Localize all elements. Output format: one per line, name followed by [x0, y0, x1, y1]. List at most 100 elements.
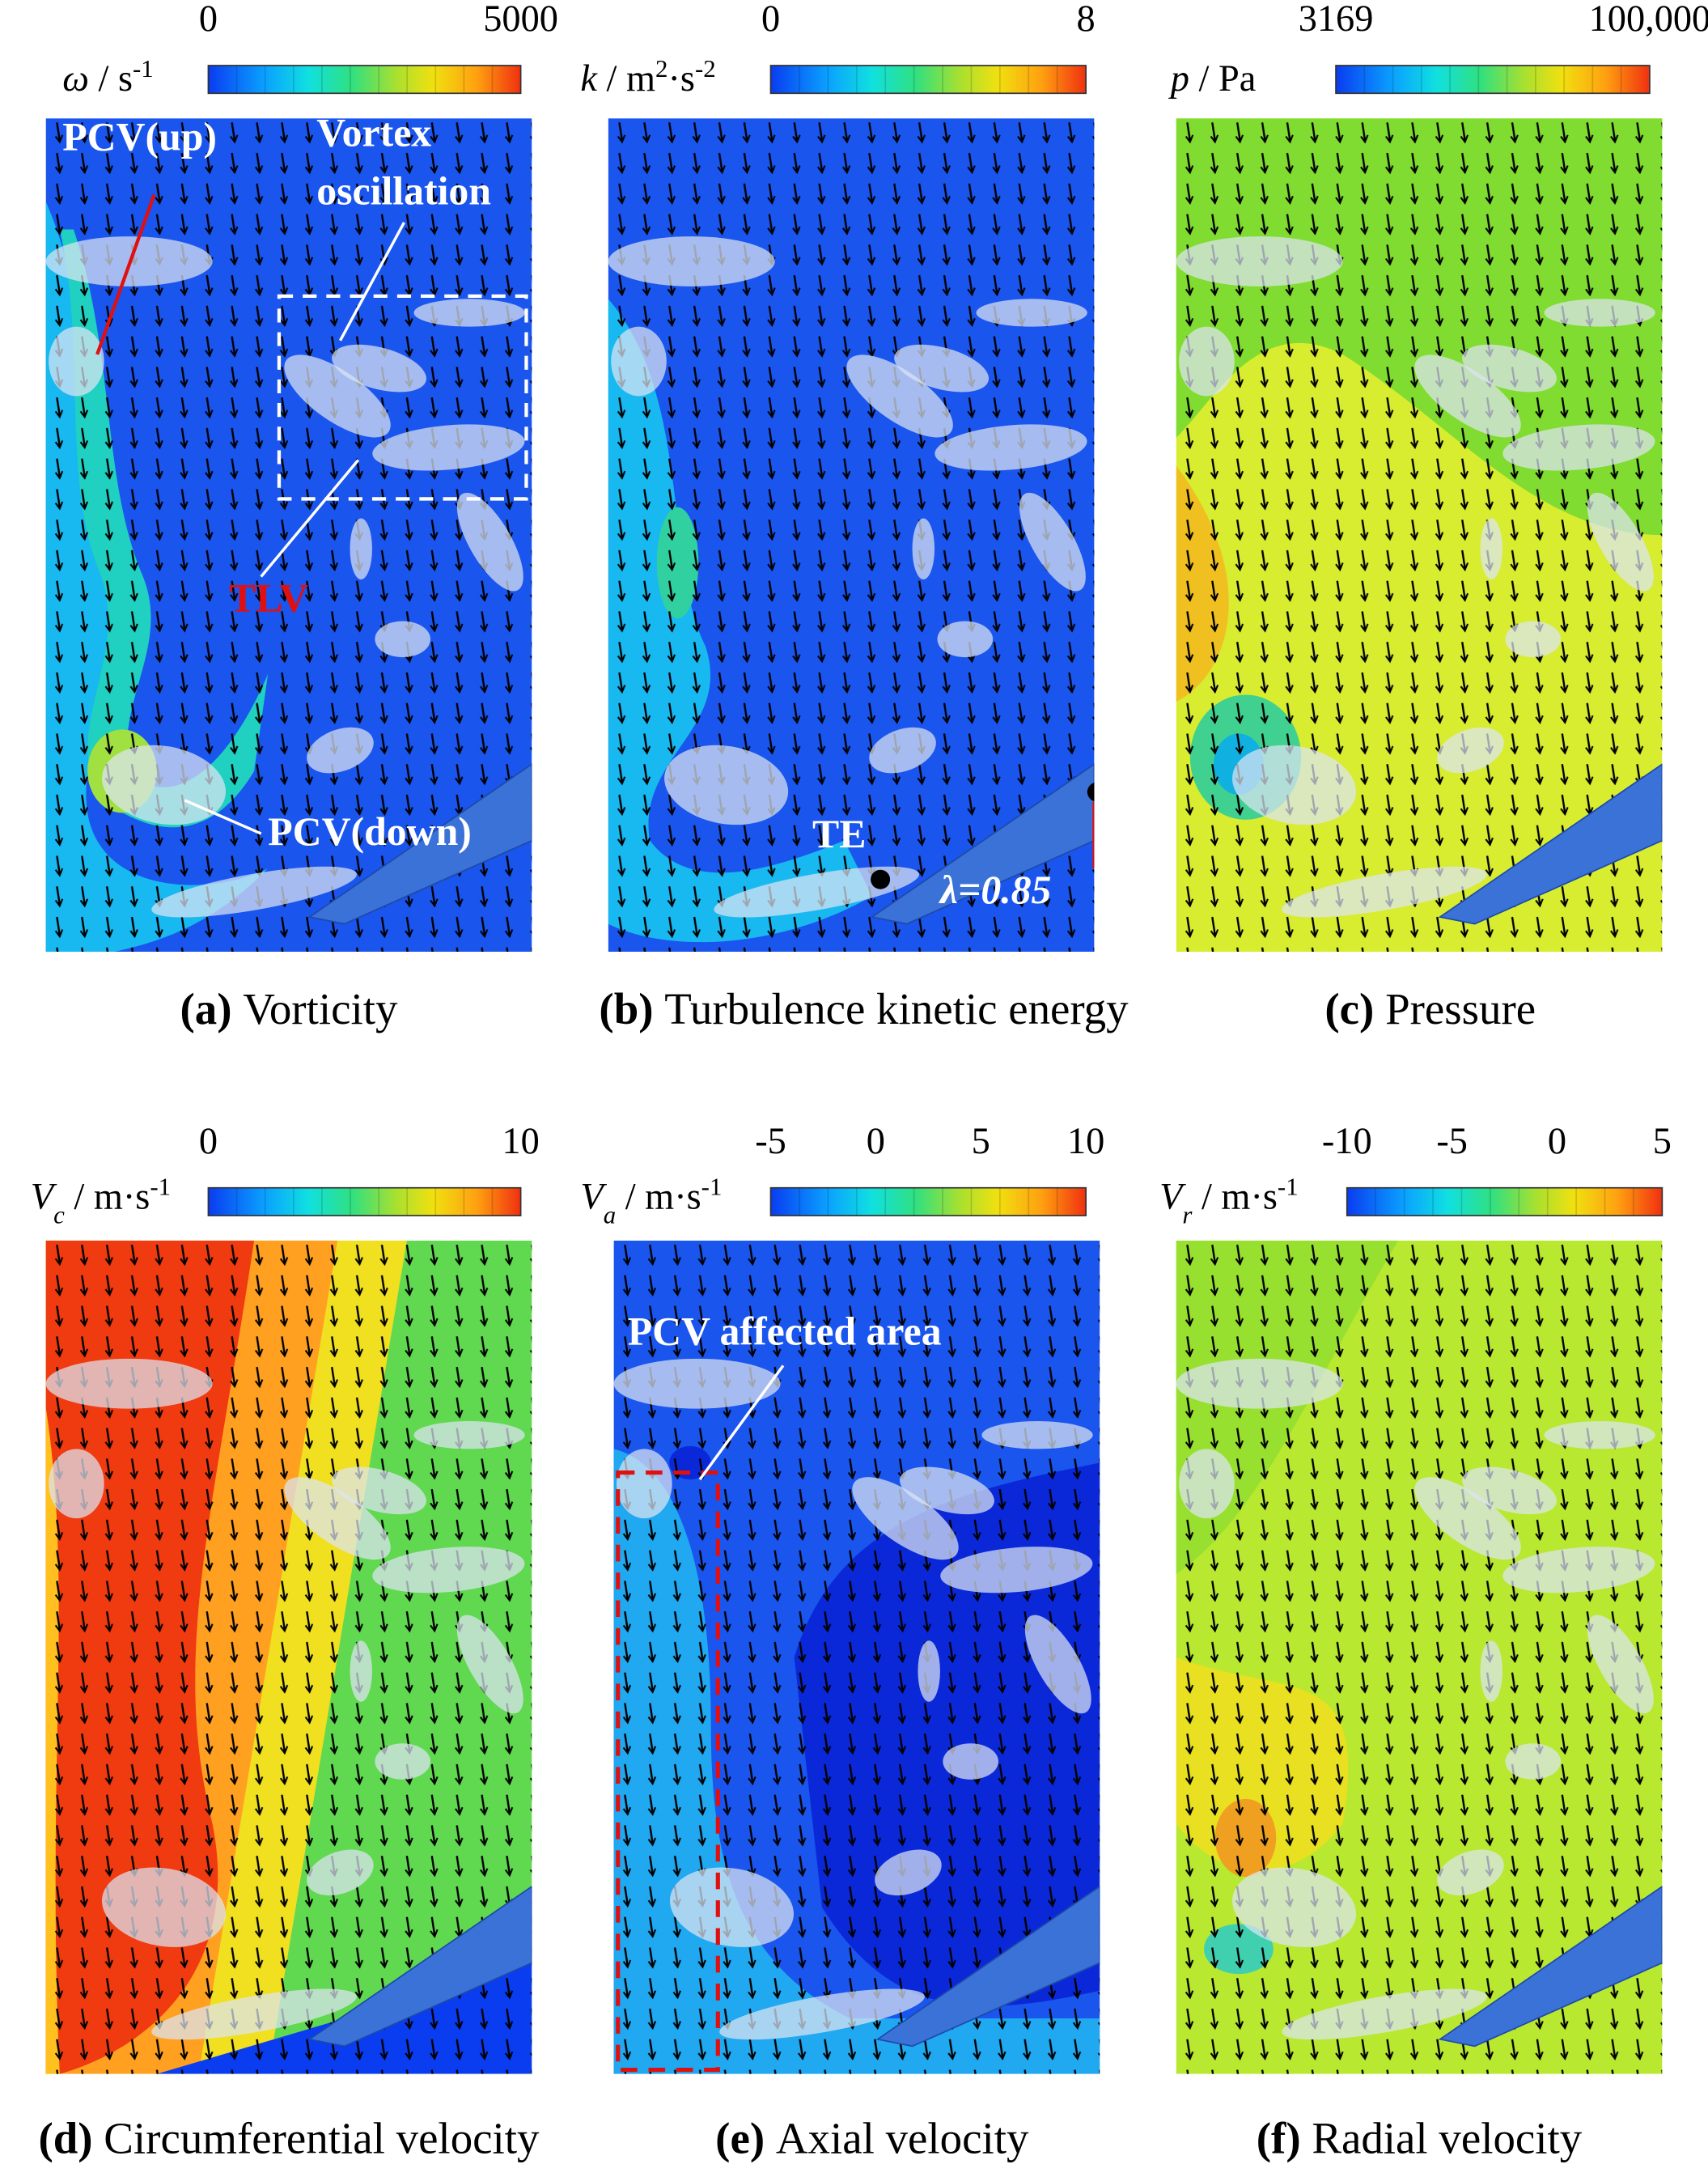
- vortex-core: [1282, 866, 1487, 918]
- colorbar-title-part: / m·s: [616, 1176, 701, 1217]
- caption-space: [1301, 2114, 1312, 2163]
- caption: (a) Vorticity: [180, 984, 398, 1033]
- vortex-core: [869, 727, 936, 774]
- caption: (f) Radial velocity: [1257, 2114, 1583, 2163]
- caption: (b) Turbulence kinetic energy: [599, 984, 1129, 1033]
- colorbar-title: p / Pa: [1168, 58, 1257, 100]
- caption-label: (a): [180, 984, 232, 1033]
- vortex-core: [1232, 745, 1357, 825]
- colorbar-tick-label: 0: [199, 0, 218, 40]
- vortex-core: [45, 1358, 213, 1409]
- vortex-core: [350, 1640, 372, 1702]
- colorbar-title-part: V: [580, 1176, 607, 1217]
- vortex-core: [1176, 1358, 1343, 1409]
- colorbar-title: Vc / m·s-1: [31, 1172, 171, 1229]
- vortex-core: [1587, 492, 1654, 592]
- colorbar: [769, 65, 1087, 95]
- annotation: Vortex: [316, 111, 431, 155]
- colorbar: [769, 1186, 1087, 1216]
- vortex-core: [1179, 326, 1235, 397]
- vortex-core: [1179, 1449, 1235, 1519]
- vortex-core: [375, 621, 431, 658]
- panel: [1176, 118, 1663, 952]
- vortex-core: [151, 866, 357, 918]
- colorbar-title-part: -1: [133, 53, 154, 82]
- colorbar-tick-label: 5: [1653, 1121, 1672, 1162]
- vortex-core: [940, 1547, 1093, 1593]
- vortex-core: [1502, 1547, 1655, 1593]
- vortex-core: [1232, 1867, 1357, 1947]
- leader: [698, 1364, 785, 1481]
- annotation: PCV(down): [268, 809, 472, 854]
- colorbar-title-part: 2: [655, 53, 668, 82]
- annotation: λ=0.85: [939, 868, 1052, 912]
- colorbar-tick-label: 100,000: [1589, 0, 1708, 40]
- colorbar-title-part: ·s: [668, 58, 694, 100]
- leader: [338, 222, 405, 342]
- vortex-core: [1414, 1477, 1521, 1560]
- vortex-core: [617, 1449, 672, 1519]
- point: [1087, 783, 1095, 802]
- vortex-core: [151, 1988, 357, 2040]
- colorbar-tick-label: 8: [1077, 0, 1096, 40]
- vortex-core: [900, 1466, 994, 1515]
- vortex-core: [943, 1743, 998, 1780]
- colorbar: [207, 65, 522, 95]
- vortex-core: [912, 518, 935, 579]
- caption: (e) Axial velocity: [715, 2114, 1029, 2163]
- caption-space: [765, 2114, 776, 2163]
- colorbar-title-part: / m·s: [1192, 1176, 1278, 1217]
- annotation: PCV affected area: [628, 1309, 942, 1354]
- colorbar-tick-label: -5: [1436, 1121, 1468, 1162]
- panel: [613, 1240, 1100, 2074]
- highlight-box: [616, 1470, 720, 2073]
- vortex-core: [1505, 1743, 1562, 1780]
- colorbar-title-part: -1: [1278, 1172, 1299, 1200]
- caption: (d) Circumferential velocity: [38, 2114, 540, 2163]
- colorbar-title-part: -1: [150, 1172, 171, 1200]
- annotation: PCV(up): [62, 115, 217, 159]
- vortex-core: [372, 424, 525, 471]
- vortex-core: [1176, 236, 1343, 286]
- vortex-core: [1024, 1615, 1091, 1714]
- colorbar-title: k / m2·s-2: [580, 53, 715, 100]
- colorbar-title-part: r: [1182, 1200, 1193, 1229]
- vortex-core: [1437, 727, 1504, 774]
- colorbar-title-part: k: [580, 58, 598, 100]
- vortex-core: [1544, 1421, 1655, 1449]
- vortex-core: [372, 1547, 525, 1593]
- panel: [45, 1240, 532, 2074]
- caption-space: [654, 984, 665, 1033]
- colorbar-title: Va / m·s-1: [580, 1172, 722, 1229]
- vortex-core: [456, 1615, 523, 1714]
- vortex-core: [981, 1421, 1093, 1449]
- colorbar-title-part: p: [1168, 58, 1189, 100]
- vortex-core: [714, 866, 919, 918]
- vortex-core: [719, 1988, 925, 2040]
- vortex-core: [1282, 1988, 1487, 2040]
- leader: [184, 799, 262, 835]
- caption-space: [93, 2114, 104, 2163]
- vortex-core: [307, 1849, 374, 1896]
- blade: [1438, 763, 1663, 925]
- vortex-core: [852, 1477, 959, 1560]
- caption-label: (c): [1324, 984, 1374, 1033]
- vortex-core: [456, 492, 523, 592]
- colorbar-title-part: V: [31, 1176, 57, 1217]
- colorbar-title: Vr / m·s-1: [1159, 1172, 1299, 1229]
- vortex-core: [875, 1849, 942, 1896]
- vortex-core: [1480, 1640, 1502, 1702]
- caption: (c) Pressure: [1324, 984, 1536, 1033]
- caption-label: (d): [38, 2114, 92, 2163]
- colorbar-tick-label: 0: [867, 1121, 885, 1162]
- vortex-core: [937, 621, 994, 658]
- vortex-core: [1502, 424, 1655, 471]
- panel: [608, 118, 1095, 952]
- caption-label: (e): [715, 2114, 765, 2163]
- colorbar-title-part: / m·s: [65, 1176, 150, 1217]
- leader: [260, 459, 360, 578]
- vortex-core: [1480, 518, 1502, 579]
- colorbar-title-part: / m: [597, 58, 655, 100]
